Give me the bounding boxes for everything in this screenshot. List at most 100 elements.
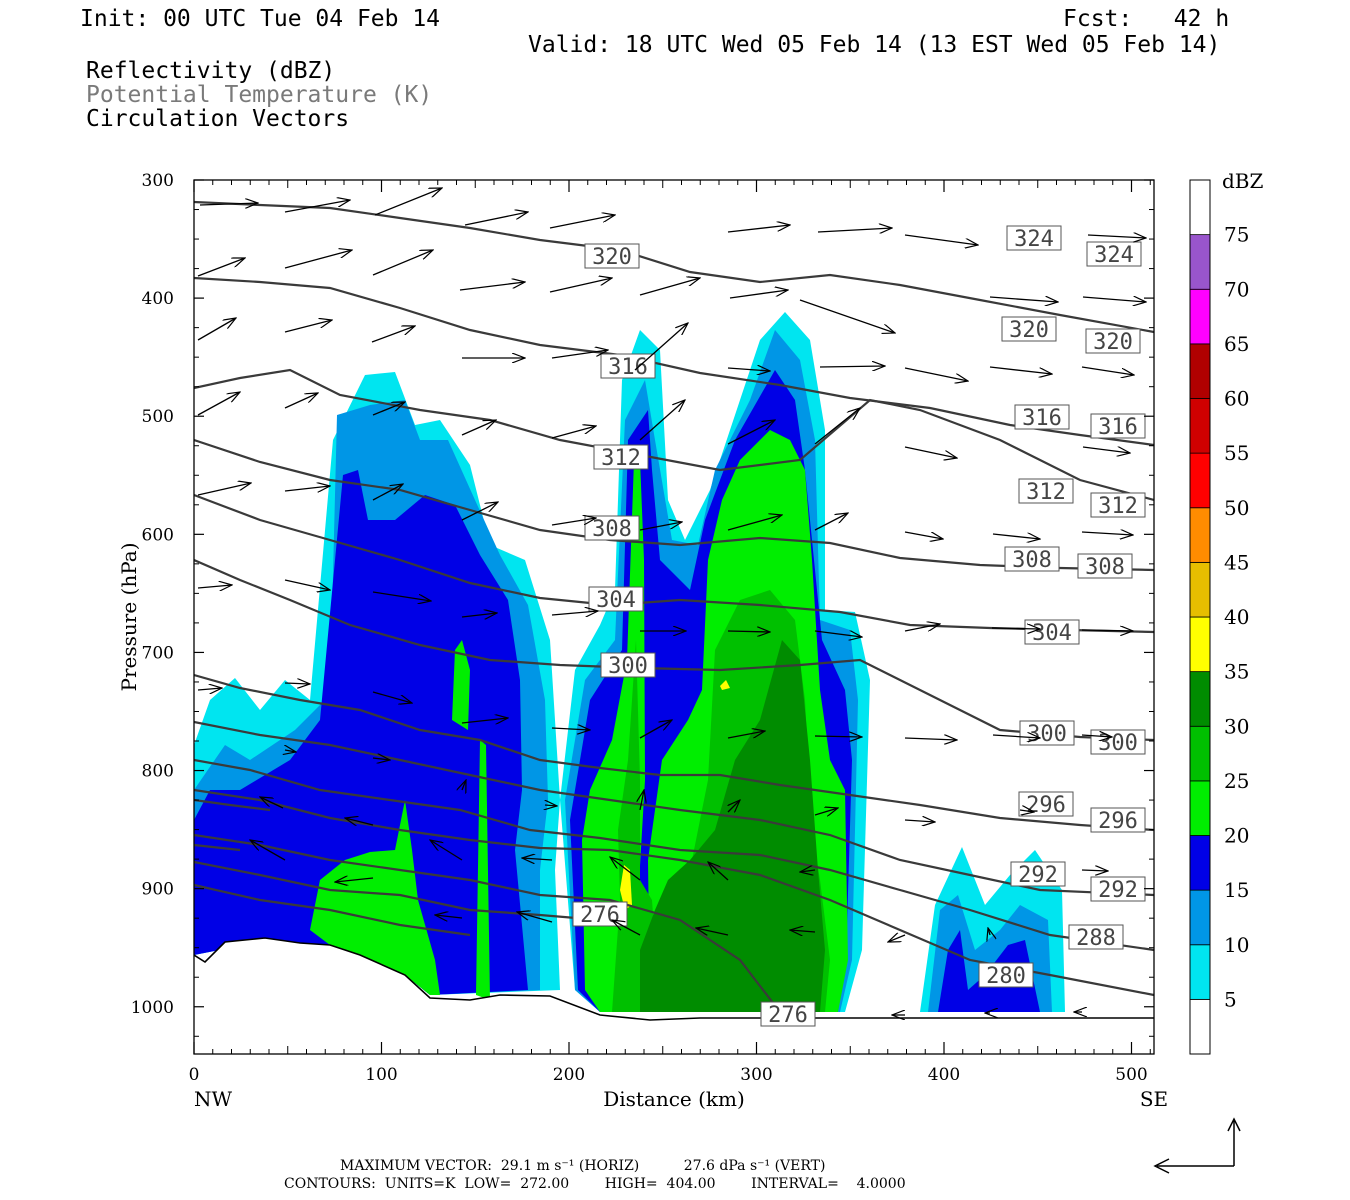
svg-text:292: 292	[1018, 863, 1058, 888]
colorbar-bin	[1189, 616, 1211, 673]
theta-contour-label: 320	[1085, 328, 1141, 355]
theta-contour	[194, 276, 1154, 447]
reflectivity-region-20dbz	[310, 800, 440, 995]
circulation-vector	[904, 820, 935, 822]
circulation-vector	[727, 368, 770, 371]
circulation-vector	[284, 200, 350, 213]
circulation-vector	[790, 930, 816, 932]
circulation-vector	[461, 420, 496, 436]
colorbar-frame	[1189, 179, 1211, 1055]
circulation-vector	[551, 518, 596, 526]
svg-text:320: 320	[1009, 318, 1049, 343]
circulation-vector	[1019, 810, 1034, 812]
theta-contour-label: 304	[588, 586, 644, 613]
colorbar-bin	[1189, 725, 1211, 782]
theta-contour-label: 316	[600, 353, 656, 380]
colorbar-title: dBZ	[1222, 169, 1264, 193]
theta-contour	[194, 720, 1154, 897]
maximum-vector-note: MAXIMUM VECTOR: 29.1 m s⁻¹ (HORIZ) 27.6 …	[340, 1158, 826, 1174]
svg-text:324: 324	[1014, 227, 1054, 252]
colorbar-level-label: 45	[1224, 550, 1249, 574]
x-tick-label: 200	[553, 1065, 585, 1085]
circulation-vector	[374, 188, 442, 216]
circulation-vector	[1081, 870, 1108, 871]
theta-contour	[194, 438, 1154, 572]
svg-text:312: 312	[1098, 494, 1138, 519]
circulation-vector	[1081, 735, 1112, 737]
circulation-vector	[284, 579, 330, 590]
x-end-label-nw: NW	[194, 1087, 233, 1111]
y-tick-label: 400	[142, 289, 174, 309]
circulation-vector	[696, 928, 729, 935]
circulation-vector	[989, 366, 1052, 374]
circulation-vector	[728, 800, 740, 812]
circulation-vector	[517, 912, 553, 923]
terrain-line	[194, 937, 1154, 1021]
forecast-hour: Fcst: 42 h	[1063, 6, 1230, 32]
circulation-vector	[639, 720, 672, 739]
svg-text:280: 280	[986, 964, 1026, 989]
svg-text:304: 304	[596, 588, 636, 613]
circulation-vector	[814, 513, 848, 531]
theta-contour-label: 276	[760, 1001, 816, 1028]
colorbar-level-label: 60	[1224, 387, 1249, 411]
field-potential-temperature: Potential Temperature (K)	[86, 82, 433, 108]
y-tick-label: 900	[142, 880, 174, 900]
theta-contour	[194, 673, 1154, 832]
svg-text:296: 296	[1026, 793, 1066, 818]
circulation-vector	[461, 502, 498, 521]
circulation-vector	[372, 250, 433, 276]
circulation-vector	[372, 591, 431, 601]
svg-text:276: 276	[580, 903, 620, 928]
circulation-vector	[639, 400, 685, 441]
circulation-vector	[888, 935, 906, 942]
colorbar-level-label: 55	[1224, 441, 1249, 465]
colorbar-bin	[1189, 179, 1211, 236]
circulation-vector	[284, 486, 330, 491]
circulation-vector	[1082, 446, 1130, 453]
circulation-vector	[904, 446, 957, 458]
circulation-vector	[260, 797, 284, 809]
circulation-vector	[1081, 630, 1133, 631]
circulation-vector	[335, 878, 374, 882]
theta-contour	[194, 200, 1154, 334]
reflectivity-region-20dbz	[452, 640, 470, 730]
theta-contour-label: 296	[1018, 791, 1074, 818]
y-tick-label: 600	[142, 525, 174, 545]
circulation-vector	[904, 234, 978, 245]
colorbar-level-label: 20	[1224, 824, 1249, 848]
circulation-vector	[551, 611, 598, 615]
colorbar-bin	[1189, 889, 1211, 946]
circulation-vector	[435, 915, 463, 918]
circulation-vector	[814, 808, 838, 815]
y-tick-label: 800	[142, 762, 174, 782]
svg-text:276: 276	[768, 1003, 808, 1028]
svg-text:296: 296	[1098, 809, 1138, 834]
theta-contour	[194, 788, 1154, 997]
theta-contour	[194, 493, 1154, 634]
circulation-vector	[250, 840, 286, 861]
theta-contour-label: 288	[1068, 924, 1124, 951]
y-tick-label: 500	[142, 407, 174, 427]
circulation-vector	[551, 350, 608, 359]
colorbar-bin	[1189, 998, 1211, 1055]
circulation-vector	[727, 420, 775, 445]
circulation-vector	[1081, 366, 1134, 375]
circulation-vector	[610, 857, 641, 881]
svg-text:308: 308	[1085, 555, 1125, 580]
theta-contour-label: 280	[978, 962, 1034, 989]
theta-contour-label: 300	[1019, 720, 1075, 747]
svg-text:308: 308	[1012, 548, 1052, 573]
circulation-vector	[729, 290, 788, 299]
circulation-vector	[197, 392, 240, 416]
theta-contour-label: 292	[1010, 861, 1066, 888]
colorbar-bin	[1189, 452, 1211, 509]
circulation-vector	[462, 780, 466, 790]
y-tick-label: 700	[142, 643, 174, 663]
svg-text:312: 312	[1026, 480, 1066, 505]
colorbar-bin	[1189, 398, 1211, 454]
circulation-vector	[372, 691, 412, 703]
circulation-vector	[640, 790, 644, 811]
colorbar-level-label: 65	[1224, 332, 1249, 356]
circulation-vector	[522, 858, 553, 860]
